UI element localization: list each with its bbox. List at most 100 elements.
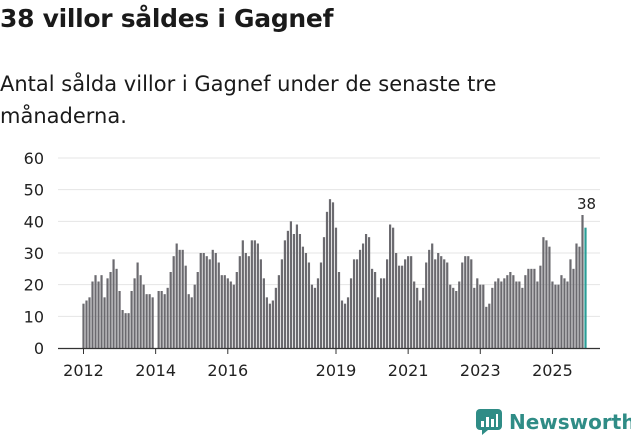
bar [446, 262, 449, 348]
bar [91, 281, 94, 348]
bar [443, 259, 446, 348]
bar [241, 240, 244, 348]
bar [280, 259, 283, 348]
chart-subtitle: Antal sålda villor i Gagnef under de sen… [0, 72, 497, 128]
bar [289, 221, 293, 348]
bar [455, 291, 458, 348]
bar [121, 310, 124, 348]
bar [157, 291, 160, 348]
bar [205, 256, 208, 348]
chart-title: 38 villor såldes i Gagnef [0, 4, 334, 33]
y-tick-label: 0 [34, 339, 44, 358]
bar [458, 281, 461, 348]
bar [364, 234, 368, 348]
annotations: 38 [577, 195, 596, 213]
bar [340, 300, 344, 348]
bar [172, 256, 175, 348]
bar [563, 278, 566, 348]
bar [247, 256, 250, 348]
y-tick-label: 20 [24, 276, 44, 295]
bar [115, 268, 118, 348]
bar [373, 272, 377, 348]
bar [139, 275, 142, 348]
bar [548, 246, 551, 348]
bar [533, 268, 536, 348]
bar [166, 287, 169, 348]
bar [325, 211, 329, 348]
bar [214, 253, 217, 348]
brand: Newsworthy [476, 406, 631, 438]
bar [370, 268, 374, 348]
bar [94, 275, 97, 348]
bar [521, 287, 524, 348]
x-tick-label: 2019 [316, 361, 357, 380]
bar [575, 243, 578, 348]
bar [383, 278, 386, 348]
bar [196, 272, 199, 348]
bar [256, 243, 259, 348]
bar [190, 297, 193, 348]
bar [277, 275, 280, 348]
bar [539, 265, 542, 348]
bar [322, 237, 326, 348]
bar [88, 297, 91, 348]
brand-name: Newsworthy [509, 410, 631, 434]
bar [346, 297, 350, 348]
bar [395, 253, 398, 348]
y-tick-label: 30 [24, 244, 44, 263]
bar [428, 249, 431, 348]
bar [100, 275, 103, 348]
bar [392, 227, 395, 348]
bar [244, 253, 247, 348]
bar [515, 281, 518, 348]
bar [250, 240, 253, 348]
bar [235, 272, 238, 348]
bar [127, 313, 130, 348]
y-tick-label: 10 [24, 307, 44, 326]
bar [530, 268, 533, 348]
bar [151, 297, 154, 348]
x-tick-label: 2025 [532, 361, 573, 380]
bar [367, 237, 371, 348]
bar [482, 284, 485, 348]
bar [274, 287, 277, 348]
x-tick-label: 2021 [388, 361, 429, 380]
bars [82, 199, 587, 348]
bar [407, 256, 410, 348]
bar [497, 278, 500, 348]
bar [476, 278, 479, 348]
bar [310, 284, 314, 348]
bar [404, 259, 407, 348]
bar [316, 278, 320, 348]
bar [527, 268, 530, 348]
bar [271, 300, 274, 348]
bar [578, 246, 581, 348]
bar [118, 291, 121, 348]
bar [286, 230, 290, 348]
bar [229, 281, 232, 348]
bar [410, 256, 413, 348]
y-tick-label: 50 [24, 181, 44, 200]
bar [560, 275, 563, 348]
x-tick-label: 2014 [135, 361, 176, 380]
bar [479, 284, 482, 348]
bar [557, 284, 560, 348]
bar [506, 275, 509, 348]
bar [355, 259, 359, 348]
bar [337, 272, 341, 348]
bar [226, 278, 229, 348]
bar [163, 294, 166, 348]
bar [416, 287, 419, 348]
bar [262, 278, 265, 348]
bar [304, 253, 308, 348]
bar [124, 313, 127, 348]
bar [232, 284, 235, 348]
bar [133, 278, 136, 348]
y-tick-label: 40 [24, 212, 44, 231]
bar [512, 275, 515, 348]
bar [268, 303, 271, 348]
bar [419, 300, 422, 348]
bar [298, 234, 302, 348]
bar [379, 278, 383, 348]
bar [193, 284, 196, 348]
